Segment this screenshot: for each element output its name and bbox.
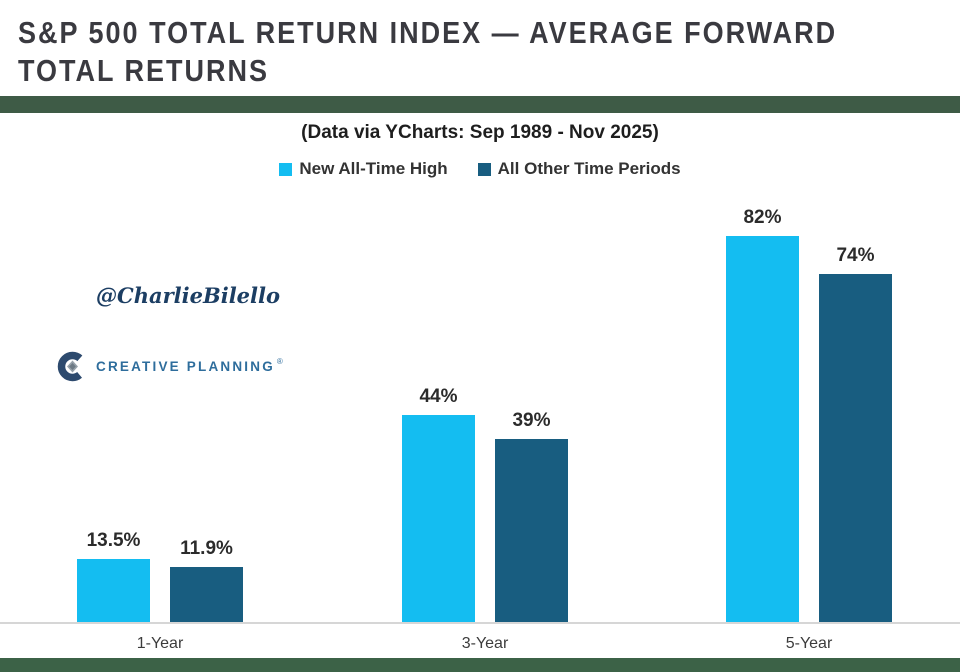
brand-logo: CREATIVE PLANNING ®: [57, 350, 289, 383]
page-title-line1: S&P 500 TOTAL RETURN INDEX — AVERAGE FOR…: [18, 16, 838, 50]
x-axis-category-label: 1-Year: [136, 635, 184, 652]
bar-value-label: 82%: [743, 207, 782, 228]
legend-item-0: New All-Time High: [279, 159, 448, 179]
bar-value-label: 39%: [512, 410, 551, 431]
bar-value-label: 13.5%: [86, 530, 141, 551]
top-divider-band: [0, 96, 960, 113]
bar-value-label: 44%: [419, 386, 458, 407]
bar: [819, 274, 892, 623]
x-axis-category-label: 5-Year: [785, 635, 833, 652]
chart-header: S&P 500 TOTAL RETURN INDEX — AVERAGE FOR…: [18, 14, 948, 88]
bottom-footer-band: [0, 658, 960, 672]
bar: [77, 559, 150, 623]
watermark-handle: @CharlieBilello: [96, 283, 280, 308]
brand-logo-text: CREATIVE PLANNING: [96, 359, 275, 374]
chart-subtitle: (Data via YCharts: Sep 1989 - Nov 2025): [301, 122, 659, 143]
x-axis-line: [0, 622, 960, 624]
brand-trademark-symbol: ®: [276, 357, 283, 366]
creative-planning-c-icon: [57, 350, 88, 383]
x-axis-category-label: 3-Year: [461, 635, 509, 652]
page-title-line2: TOTAL RETURNS: [18, 54, 270, 88]
legend-item-1: All Other Time Periods: [477, 159, 681, 179]
legend-label: All Other Time Periods: [497, 159, 681, 178]
legend-label: New All-Time High: [299, 159, 448, 178]
bar: [170, 567, 243, 623]
bar: [726, 236, 799, 623]
page-title: S&P 500 TOTAL RETURN INDEX — AVERAGE FOR…: [18, 14, 948, 90]
plot-area: 13.5% 11.9% 44% 39% 82% 74%: [0, 113, 960, 658]
bar-value-label: 74%: [836, 245, 875, 266]
bar-value-label: 11.9%: [180, 538, 233, 559]
legend-swatch-icon: [477, 162, 491, 176]
chart-panel: (Data via YCharts: Sep 1989 - Nov 2025) …: [0, 113, 960, 658]
bar: [495, 439, 568, 623]
chart-legend: New All-Time High All Other Time Periods: [0, 159, 960, 179]
bar: [402, 415, 475, 623]
legend-swatch-icon: [279, 162, 293, 176]
